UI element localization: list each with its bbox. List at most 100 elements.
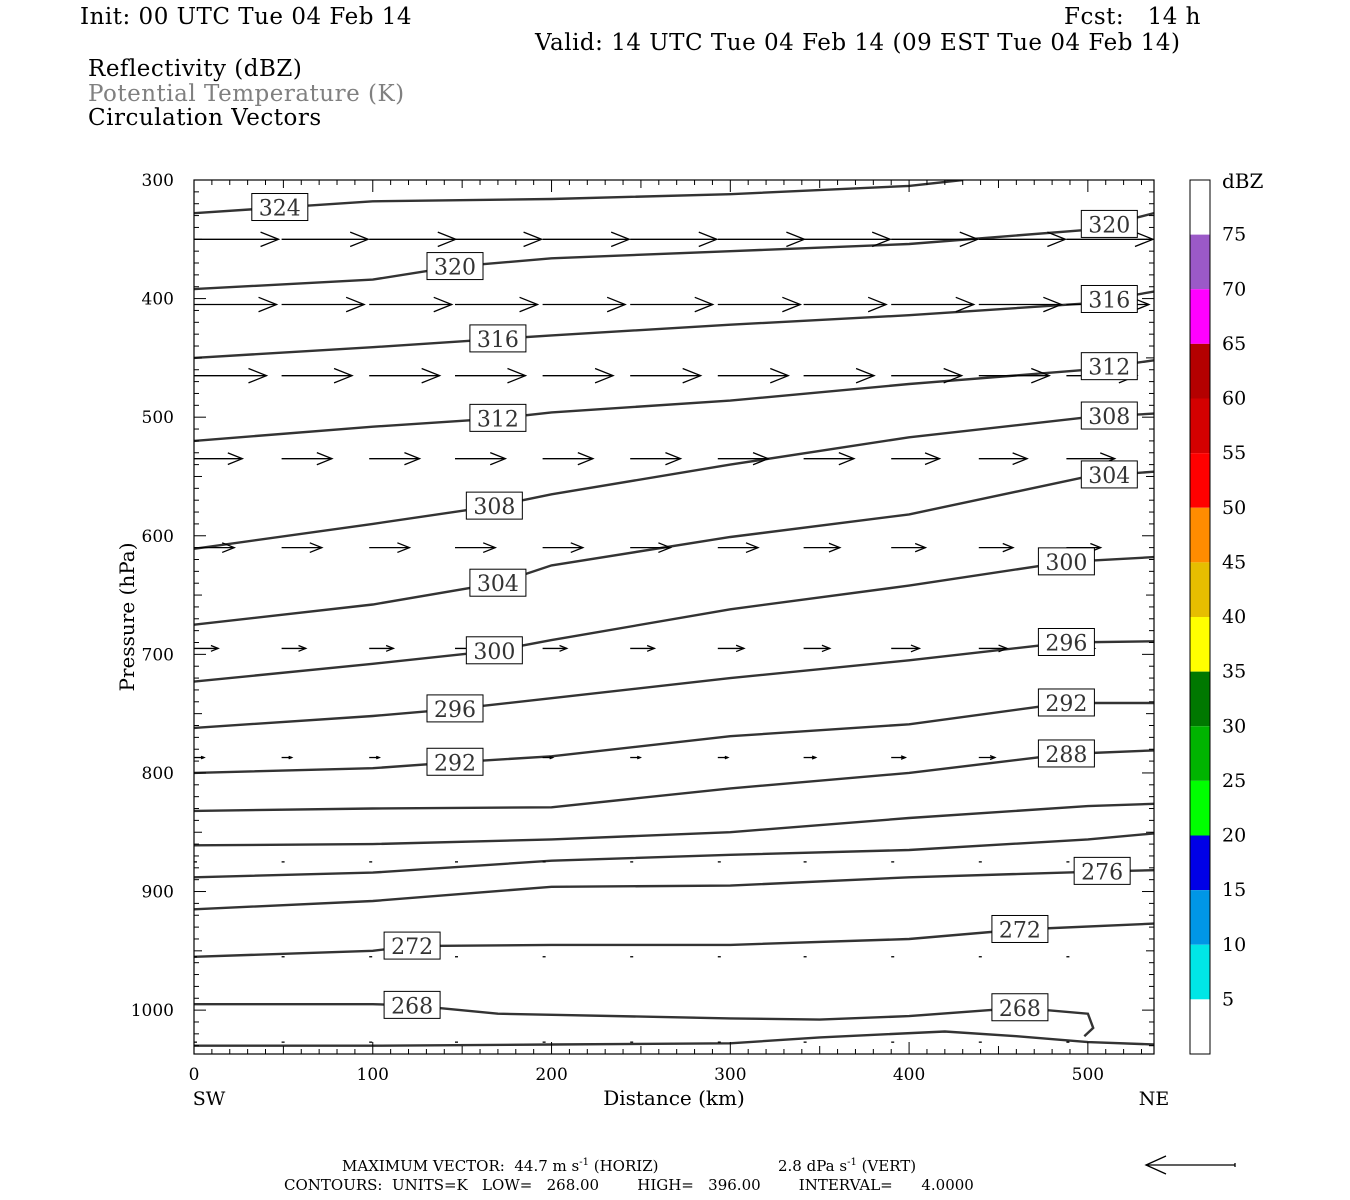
colorbar-segment xyxy=(1190,890,1210,945)
contour-label: 296 xyxy=(434,698,476,723)
colorbar-segment xyxy=(1190,617,1210,672)
contour-label: 292 xyxy=(1045,692,1087,717)
contour-label-box xyxy=(1080,352,1138,381)
contour-label: 320 xyxy=(434,256,476,281)
vector-head xyxy=(682,367,703,384)
theta-contour-268b xyxy=(194,1030,1154,1047)
vector-head xyxy=(1031,367,1052,384)
max-vector-horiz-tag: (HORIZ) xyxy=(588,1157,659,1175)
colorbar-label: 5 xyxy=(1222,988,1234,1010)
colorbar-segment xyxy=(1190,999,1210,1054)
vector-head xyxy=(345,296,366,313)
legend-title-vectors: Circulation Vectors xyxy=(88,105,322,131)
colorbar-label: 45 xyxy=(1222,551,1246,573)
vector-head xyxy=(924,452,942,466)
axis-ticks xyxy=(193,179,1154,1054)
colorbar-label: 25 xyxy=(1222,770,1246,792)
dbz-colorbar: 75 70 65 60 55 50 45 40 35 30 25 20 15 10 5 xyxy=(1189,179,1246,1055)
x-tick-label: 400 xyxy=(893,1065,925,1085)
contour-label: 268 xyxy=(999,997,1041,1022)
colorbar-segment xyxy=(1190,398,1210,454)
vector-head xyxy=(385,644,396,652)
vector-head xyxy=(559,644,569,652)
colorbar-label: 20 xyxy=(1222,825,1246,847)
contour-label-box xyxy=(1037,547,1095,576)
colorbar-label: 40 xyxy=(1222,606,1246,628)
contour-label-box xyxy=(1037,739,1095,768)
x-tick-label: 300 xyxy=(714,1065,746,1085)
vector-head xyxy=(770,367,791,384)
colorbar-label: 50 xyxy=(1222,497,1246,519)
vector-head xyxy=(316,452,334,466)
contour-label: 296 xyxy=(1045,631,1087,656)
vector-head xyxy=(404,452,422,466)
legend-title-theta: Potential Temperature (K) xyxy=(88,81,405,107)
vector-head xyxy=(900,755,908,760)
contour-label-box xyxy=(251,193,309,222)
vector-head xyxy=(821,644,832,653)
vector-head xyxy=(665,452,683,466)
y-tick-labels: 300 400 500 600 700 800 900 1000 xyxy=(131,171,174,1021)
theta-contour-320 xyxy=(194,212,1154,291)
vector-head xyxy=(333,367,354,384)
contour-label-box xyxy=(426,747,484,776)
x-axis-label: Distance (km) xyxy=(603,1086,745,1110)
contour-label-box xyxy=(1080,209,1138,238)
vector-head xyxy=(433,296,454,313)
vector-head xyxy=(421,367,442,384)
theta-contour-280 xyxy=(194,832,1154,879)
colorbar-label: 30 xyxy=(1222,715,1246,737)
contour-label: 320 xyxy=(1088,213,1130,238)
colorbar-label: 75 xyxy=(1222,224,1246,246)
vector-head xyxy=(658,542,673,554)
contour-label-box xyxy=(1080,284,1138,313)
vector-head xyxy=(828,542,842,553)
contour-label: 308 xyxy=(1088,405,1130,430)
legend-title-reflectivity: Reflectivity (dBZ) xyxy=(88,56,303,82)
vector-head xyxy=(260,231,281,248)
vector-head xyxy=(248,367,269,384)
contour-label-box xyxy=(991,914,1049,943)
vector-head xyxy=(735,644,746,653)
contour-label-box xyxy=(426,694,484,723)
vector-head xyxy=(610,231,631,248)
y-tick-label: 700 xyxy=(142,645,174,665)
vector-head xyxy=(914,542,928,553)
vector-head xyxy=(698,231,719,248)
colorbar-frame xyxy=(1189,179,1211,1055)
vector-head xyxy=(523,231,544,248)
colorbar-segment xyxy=(1190,944,1210,1000)
contour-label-box xyxy=(469,324,527,353)
max-vector-horiz: MAXIMUM VECTOR: 44.7 m s-1 (HORIZ) xyxy=(342,1157,658,1175)
max-vector-horiz-exp: -1 xyxy=(579,1157,589,1168)
colorbar-segment xyxy=(1190,180,1210,235)
vector-head xyxy=(482,542,498,554)
vector-head xyxy=(489,452,508,466)
vector-head xyxy=(200,755,206,760)
max-vector-vert: 2.8 dPa s-1 (VERT) xyxy=(778,1157,916,1175)
plot-area xyxy=(194,180,1154,1054)
vector-head xyxy=(959,231,980,248)
contour-label: 312 xyxy=(477,407,519,432)
y-tick-label: 1000 xyxy=(131,1001,174,1021)
vector-head xyxy=(227,452,245,466)
contour-label-box xyxy=(1080,401,1138,430)
vector-head xyxy=(594,367,615,384)
y-tick-label: 900 xyxy=(142,883,174,903)
vector-head xyxy=(570,542,585,554)
vector-head xyxy=(288,755,294,760)
colorbar-segment xyxy=(1190,343,1210,399)
vector-head xyxy=(910,644,922,653)
contour-label-box xyxy=(383,931,441,960)
sw-label: SW xyxy=(193,1088,226,1110)
init-time: Init: 00 UTC Tue 04 Feb 14 xyxy=(80,4,413,30)
colorbar-label: 65 xyxy=(1222,333,1246,355)
max-vector-vert-text: 2.8 dPa s xyxy=(778,1157,848,1175)
theta-contour-284 xyxy=(194,802,1154,847)
vector-head xyxy=(258,296,279,313)
contour-label: 308 xyxy=(473,495,515,520)
contour-label: 300 xyxy=(473,640,515,665)
contour-label: 292 xyxy=(434,751,476,776)
colorbar-segment xyxy=(1190,234,1210,290)
y-tick-label: 400 xyxy=(142,290,174,310)
